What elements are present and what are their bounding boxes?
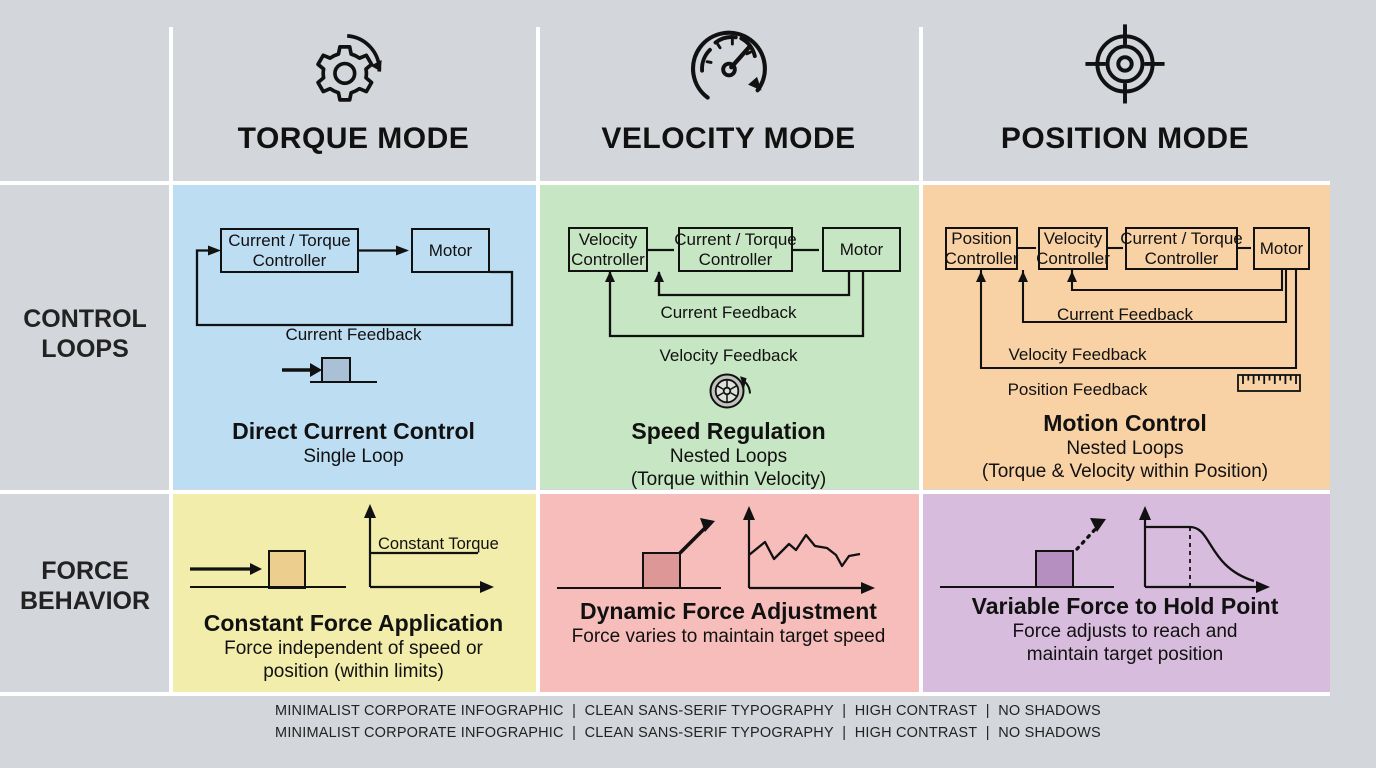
svg-text:Constant Torque: Constant Torque [378,535,499,553]
